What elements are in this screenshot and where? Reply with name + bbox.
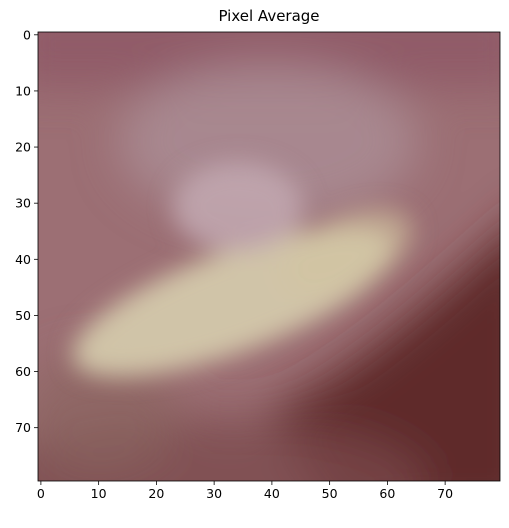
x-tick-label: 50 — [322, 486, 338, 501]
x-tick-label: 70 — [437, 486, 453, 501]
chart-title: Pixel Average — [218, 7, 320, 25]
x-tick-label: 60 — [379, 486, 395, 501]
x-tick-label: 0 — [37, 486, 45, 501]
x-tick-label: 40 — [264, 486, 280, 501]
y-tick-label: 10 — [15, 83, 31, 98]
y-tick-label: 0 — [23, 27, 31, 42]
y-axis: 0 10 20 30 40 50 60 70 — [15, 27, 38, 435]
image-highlight — [72, 162, 414, 377]
plot-frame — [37, 31, 501, 482]
x-tick-label: 20 — [148, 486, 164, 501]
y-tick-label: 60 — [15, 364, 31, 379]
x-axis: 0 10 20 30 40 50 60 70 — [37, 481, 453, 501]
y-tick-label: 30 — [15, 196, 31, 211]
x-tick-label: 30 — [206, 486, 222, 501]
y-tick-label: 40 — [15, 252, 31, 267]
y-tick-label: 20 — [15, 140, 31, 155]
y-tick-label: 50 — [15, 308, 31, 323]
x-tick-label: 10 — [91, 486, 107, 501]
y-tick-label: 70 — [15, 420, 31, 435]
